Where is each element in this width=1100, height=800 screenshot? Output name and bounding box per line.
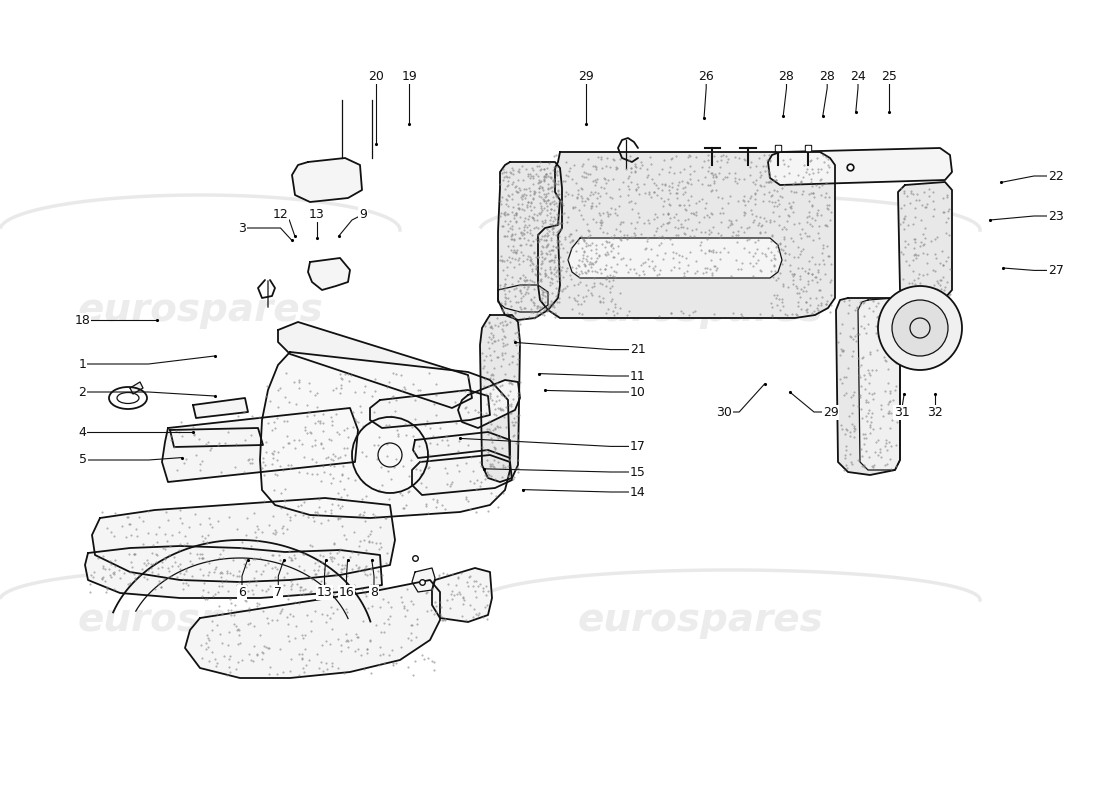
Circle shape [878, 286, 962, 370]
Polygon shape [412, 568, 434, 592]
Text: 26: 26 [698, 70, 714, 82]
Polygon shape [412, 455, 512, 495]
Polygon shape [260, 352, 510, 518]
Text: 13: 13 [317, 586, 332, 598]
Text: 4: 4 [78, 426, 87, 438]
Text: 3: 3 [238, 222, 246, 234]
Polygon shape [480, 315, 520, 482]
Text: 22: 22 [1048, 170, 1064, 182]
Polygon shape [498, 285, 548, 312]
Polygon shape [432, 568, 492, 622]
Text: 20: 20 [368, 70, 384, 82]
Text: 14: 14 [630, 486, 646, 498]
Polygon shape [836, 298, 900, 475]
Text: 6: 6 [238, 586, 246, 598]
Polygon shape [308, 258, 350, 290]
Polygon shape [768, 148, 952, 185]
Text: 23: 23 [1048, 210, 1064, 222]
Polygon shape [538, 152, 835, 318]
Polygon shape [192, 398, 248, 418]
Text: eurospares: eurospares [77, 601, 323, 639]
Polygon shape [85, 546, 382, 598]
Text: 30: 30 [716, 406, 732, 418]
Text: 27: 27 [1048, 264, 1064, 277]
Text: 10: 10 [630, 386, 646, 398]
Text: 11: 11 [630, 370, 646, 382]
Polygon shape [278, 322, 472, 408]
Circle shape [892, 300, 948, 356]
Polygon shape [858, 298, 900, 470]
Text: 25: 25 [881, 70, 896, 82]
Text: 17: 17 [630, 440, 646, 453]
Text: 28: 28 [820, 70, 835, 82]
Text: 2: 2 [78, 386, 87, 398]
Text: 29: 29 [579, 70, 594, 82]
Text: 8: 8 [370, 586, 378, 598]
Text: 29: 29 [823, 406, 838, 418]
Text: 18: 18 [75, 314, 90, 326]
Polygon shape [458, 380, 520, 428]
Polygon shape [130, 382, 143, 394]
Text: 9: 9 [359, 208, 367, 221]
Polygon shape [568, 238, 782, 278]
Text: 28: 28 [779, 70, 794, 82]
Text: 13: 13 [309, 208, 324, 221]
Polygon shape [92, 498, 395, 582]
Polygon shape [370, 390, 490, 428]
Text: 5: 5 [78, 454, 87, 466]
Text: eurospares: eurospares [578, 291, 823, 329]
Text: 7: 7 [274, 586, 283, 598]
Polygon shape [185, 580, 440, 678]
Polygon shape [498, 162, 562, 320]
Text: 21: 21 [630, 343, 646, 356]
Text: eurospares: eurospares [77, 291, 323, 329]
Text: 12: 12 [273, 208, 288, 221]
Text: 24: 24 [850, 70, 866, 82]
Text: 16: 16 [339, 586, 354, 598]
Text: eurospares: eurospares [578, 601, 823, 639]
Text: 19: 19 [402, 70, 417, 82]
Polygon shape [412, 432, 510, 458]
Text: 32: 32 [927, 406, 943, 418]
Polygon shape [170, 428, 263, 447]
Text: 31: 31 [894, 406, 910, 418]
Text: 15: 15 [630, 466, 646, 478]
Polygon shape [898, 182, 952, 298]
Text: 1: 1 [78, 358, 87, 370]
Polygon shape [162, 408, 358, 482]
Polygon shape [292, 158, 362, 202]
